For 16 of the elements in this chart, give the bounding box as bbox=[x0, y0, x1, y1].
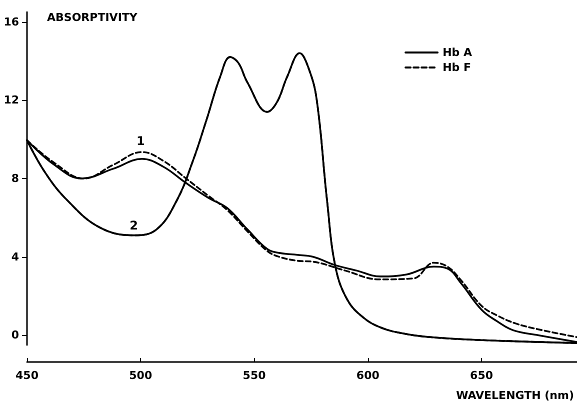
annotation: 2 bbox=[130, 218, 138, 232]
annotation: 1 bbox=[136, 134, 145, 148]
y-tick-label: 16 bbox=[4, 15, 20, 28]
y-tick-label: 12 bbox=[4, 94, 19, 107]
x-tick-label: 650 bbox=[470, 369, 494, 382]
x-tick-label: 600 bbox=[356, 369, 380, 382]
x-tick-label: 450 bbox=[16, 369, 39, 382]
x-axis-title: WAVELENGTH (nm) bbox=[456, 389, 574, 402]
x-tick-label: 500 bbox=[129, 369, 152, 382]
y-tick-label: 0 bbox=[11, 328, 20, 342]
legend-label: Hb A bbox=[442, 46, 472, 59]
y-tick-label: 4 bbox=[11, 250, 20, 264]
y-tick-label: 8 bbox=[11, 172, 19, 185]
legend-label: Hb F bbox=[442, 61, 472, 74]
x-tick-label: 550 bbox=[242, 369, 266, 382]
y-axis-title: ABSORPTIVITY bbox=[47, 11, 138, 24]
